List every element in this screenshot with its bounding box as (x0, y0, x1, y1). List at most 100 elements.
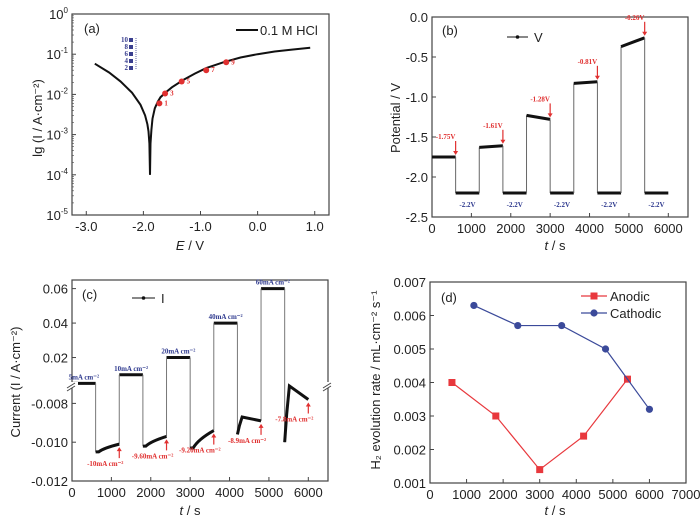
panel-b-legend-label: V (534, 30, 543, 45)
panel-b-label: (b) (442, 23, 458, 38)
y-tick-label: 10-1 (46, 46, 68, 62)
panel-a-label: (a) (84, 21, 100, 36)
legend-label: Cathodic (610, 306, 662, 321)
data-point (223, 59, 230, 66)
x-tick-label: 6000 (635, 487, 664, 502)
y-tick-label: 0.06 (43, 282, 68, 297)
axis-break-right (322, 382, 332, 392)
anodic-annotation: 5mA cm⁻² (69, 373, 99, 381)
y-tick-label: 10-3 (46, 127, 68, 143)
cathodic-annotation: -8.9mA cm⁻² (228, 437, 266, 445)
axis-break-left (66, 382, 76, 392)
inset-label: 10 (121, 36, 129, 44)
panel-a-xlabel: E / V (176, 238, 205, 253)
red-arrow-head (642, 31, 648, 36)
anodic-point (580, 432, 588, 440)
panel-a-legend-label: 0.1 M HCl (260, 23, 318, 38)
red-arrow-head (211, 433, 217, 438)
y-tick-label: 0.004 (393, 376, 426, 391)
cathodic-point (514, 321, 522, 330)
anodic-point (448, 379, 456, 386)
inset-label: 2 (125, 64, 129, 72)
cathodic-annotation: -2.2V (554, 201, 570, 209)
anodic-line (451, 378, 628, 471)
y-tick-label: 10-4 (46, 167, 68, 183)
x-tick-label: 0 (426, 487, 433, 502)
panel-a-ylabel: lg (I / A·cm⁻²) (30, 79, 45, 157)
data-point (203, 67, 210, 74)
y-tick-label: -1.0 (406, 90, 428, 105)
red-arrow-head (116, 447, 122, 452)
inset-marker (129, 38, 133, 42)
x-tick-label: -2.0 (132, 219, 154, 234)
x-tick-label: 7000 (672, 487, 700, 502)
panel-a-curve (94, 46, 311, 175)
data-point-label: 5 (187, 77, 191, 85)
x-tick-label: 3000 (536, 221, 565, 236)
cathodic-curve (235, 415, 262, 435)
legend-marker (590, 309, 598, 317)
y-tick-label: 10-5 (46, 207, 68, 223)
panel-c-frame (71, 279, 329, 482)
panel-c-legend-marker (141, 296, 146, 300)
x-tick-label: 5000 (614, 221, 643, 236)
x-tick-label: 2000 (496, 221, 525, 236)
x-tick-label: 2000 (136, 485, 165, 500)
data-point (178, 78, 185, 85)
anodic-point (492, 412, 500, 420)
x-tick-label: 0 (68, 485, 75, 500)
y-tick-label: 0.006 (393, 309, 426, 324)
cathodic-annotation: -10mA cm⁻² (87, 460, 123, 468)
x-tick-label: -3.0 (75, 219, 97, 234)
x-tick-label: 1000 (457, 221, 486, 236)
x-tick-label: 4000 (562, 487, 591, 502)
y-tick-label: 10-2 (46, 86, 68, 102)
cathodic-curve (142, 434, 167, 448)
y-tick-label: 0.002 (393, 443, 426, 458)
y-tick-label: -0.5 (406, 50, 428, 65)
x-tick-label: -1.0 (189, 219, 211, 234)
inset-label: 8 (125, 43, 129, 51)
cathodic-annotation: -2.2V (459, 201, 475, 209)
x-tick-label: 0.0 (249, 219, 267, 234)
x-tick-label: 5000 (598, 487, 627, 502)
cathodic-annotation: -2.2V (507, 201, 523, 209)
potential-segment (620, 36, 646, 49)
y-tick-label: 0.005 (393, 342, 426, 357)
panel-c-xlabel: t / s (180, 503, 201, 518)
y-tick-label: -2.5 (406, 210, 428, 225)
y-tick-label: 0.003 (393, 409, 426, 424)
anodic-annotation: 10mA cm⁻² (114, 365, 148, 373)
y-tick-label: -0.012 (31, 474, 68, 489)
panel-d-h2-evolution-rate: (d) 0 1000 2000 3000 4000 5000 6000 7000 0.001 0.… (368, 275, 700, 518)
cathodic-curve (190, 429, 215, 450)
inset-label: 6 (125, 50, 129, 58)
x-tick-label: 4000 (215, 485, 244, 500)
x-tick-label: 5000 (254, 485, 283, 500)
panel-c-current-vs-time: (c) 0 1000 2000 3000 4000 5000 6000 0.02 0.04 0.0… (8, 279, 334, 518)
potential-annotation: -1.75V (436, 133, 456, 141)
red-arrow-head (547, 113, 553, 118)
anodic-annotation: 20mA cm⁻² (161, 348, 195, 356)
anodic-annotation: 40mA cm⁻² (209, 313, 243, 321)
panel-b-ylabel: Potential / V (388, 83, 403, 153)
y-tick-label: 0.0 (410, 10, 428, 25)
panel-a-polarization-curve: (a) -3.0 -2.0 -1.0 0.0 1.010-510-410-310-210… (30, 6, 330, 253)
x-tick-label: 4000 (575, 221, 604, 236)
legend-label: Anodic (610, 289, 650, 304)
inset-marker (129, 59, 133, 63)
data-point (162, 90, 169, 97)
panel-a-frame (71, 13, 330, 216)
legend-marker (590, 292, 598, 300)
panel-c-label: (c) (82, 287, 97, 302)
anodic-annotation: 60mA cm⁻² (256, 279, 290, 287)
panel-c-legend-label: I (161, 291, 165, 306)
cathodic-annotation: -2.2V (648, 201, 664, 209)
potential-segment (573, 80, 598, 85)
data-point-label: 1 (164, 99, 168, 107)
anodic-point (536, 466, 544, 474)
data-point (156, 100, 163, 107)
x-tick-label: 6000 (654, 221, 683, 236)
red-arrow-head (453, 151, 459, 155)
